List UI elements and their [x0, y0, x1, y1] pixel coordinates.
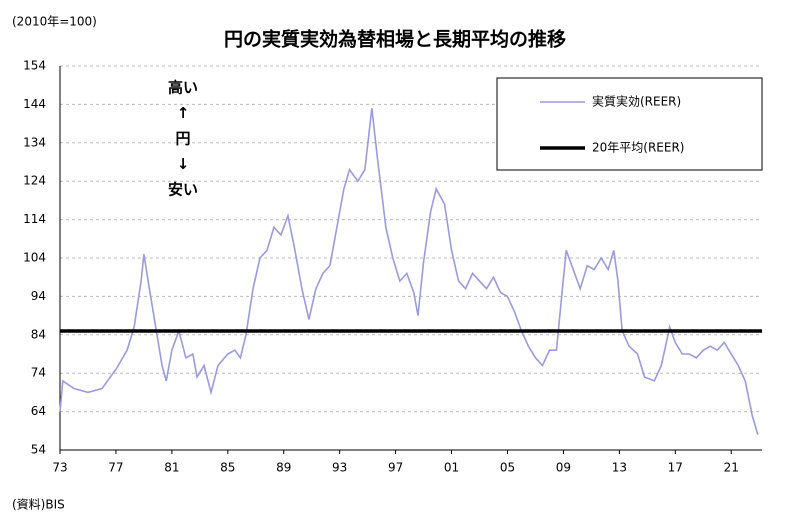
- x-tick-label: 89: [276, 461, 291, 475]
- x-tick-label: 93: [332, 461, 347, 475]
- y-tick-label: 74: [31, 366, 46, 380]
- series-line: [59, 108, 759, 435]
- y-tick-label: 134: [23, 135, 46, 149]
- y-tick-label: 84: [31, 327, 46, 341]
- chart-title: 円の実質実効為替相場と長期平均の推移: [224, 28, 566, 51]
- x-tick-label: 17: [668, 461, 683, 475]
- unit-label: (2010年=100): [12, 15, 97, 29]
- y-tick-label: 114: [23, 212, 46, 226]
- legend-box: [496, 77, 763, 171]
- y-tick-label: 154: [23, 59, 46, 73]
- y-tick-label: 124: [23, 174, 46, 188]
- x-tick-label: 73: [52, 461, 67, 475]
- x-tick-label: 09: [556, 461, 571, 475]
- y-tick-label: 94: [31, 289, 46, 303]
- annotation: ↑: [177, 104, 190, 122]
- annotation: ↓: [177, 155, 190, 173]
- x-tick-label: 21: [724, 461, 739, 475]
- y-tick-label: 64: [31, 404, 46, 418]
- y-tick-label: 54: [31, 443, 46, 457]
- x-tick-label: 77: [108, 461, 123, 475]
- annotation: 安い: [168, 181, 198, 199]
- y-tick-label: 104: [23, 251, 46, 265]
- source: (資料)BIS: [12, 498, 65, 512]
- x-tick-label: 01: [444, 461, 459, 475]
- y-tick-label: 144: [23, 97, 46, 111]
- x-tick-label: 85: [220, 461, 235, 475]
- annotation: 高い: [168, 79, 198, 97]
- x-tick-label: 97: [388, 461, 403, 475]
- x-tick-label: 81: [164, 461, 179, 475]
- legend-label: 実質実効(REER): [592, 94, 681, 109]
- legend-label: 20年平均(REER): [592, 141, 684, 155]
- annotation: 円: [175, 130, 190, 148]
- x-tick-label: 13: [612, 461, 627, 475]
- x-tick-label: 05: [500, 461, 515, 475]
